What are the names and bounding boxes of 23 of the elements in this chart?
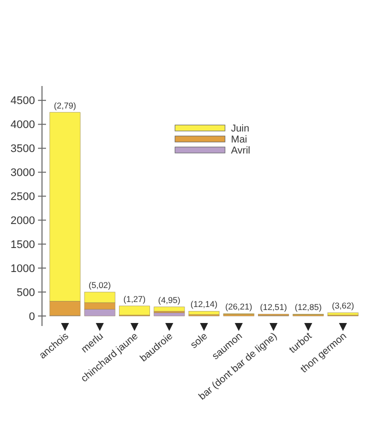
annotation: (26,21): [225, 301, 252, 312]
y-tick-label: 3000: [10, 167, 35, 180]
annotation: (1,27): [123, 294, 146, 304]
x-tick-label: sole: [188, 330, 210, 352]
y-tick-label: 4000: [10, 119, 35, 132]
annotation: (12,14): [190, 299, 218, 310]
y-tick-label: 1000: [10, 262, 35, 275]
legend-label: Mai: [231, 134, 248, 146]
annotation: (5,02): [88, 280, 112, 290]
annotation: (4,95): [158, 294, 181, 305]
y-tick-label: 2000: [10, 215, 35, 228]
y-tick-label: 500: [16, 286, 35, 299]
annotation: (2,79): [54, 100, 76, 110]
legend-label: Juin: [231, 124, 250, 134]
y-tick-label: 4500: [10, 95, 35, 108]
y-tick-label: 2500: [10, 191, 35, 204]
legend-label: Avril: [231, 146, 250, 156]
annotation: (3,62): [332, 300, 354, 310]
y-tick-label: 1500: [10, 238, 35, 251]
annotation: (12,51): [260, 302, 288, 312]
annotation: (12,85): [294, 302, 322, 312]
y-tick-label: 3500: [10, 143, 35, 156]
y-tick-label: 0: [28, 310, 35, 323]
